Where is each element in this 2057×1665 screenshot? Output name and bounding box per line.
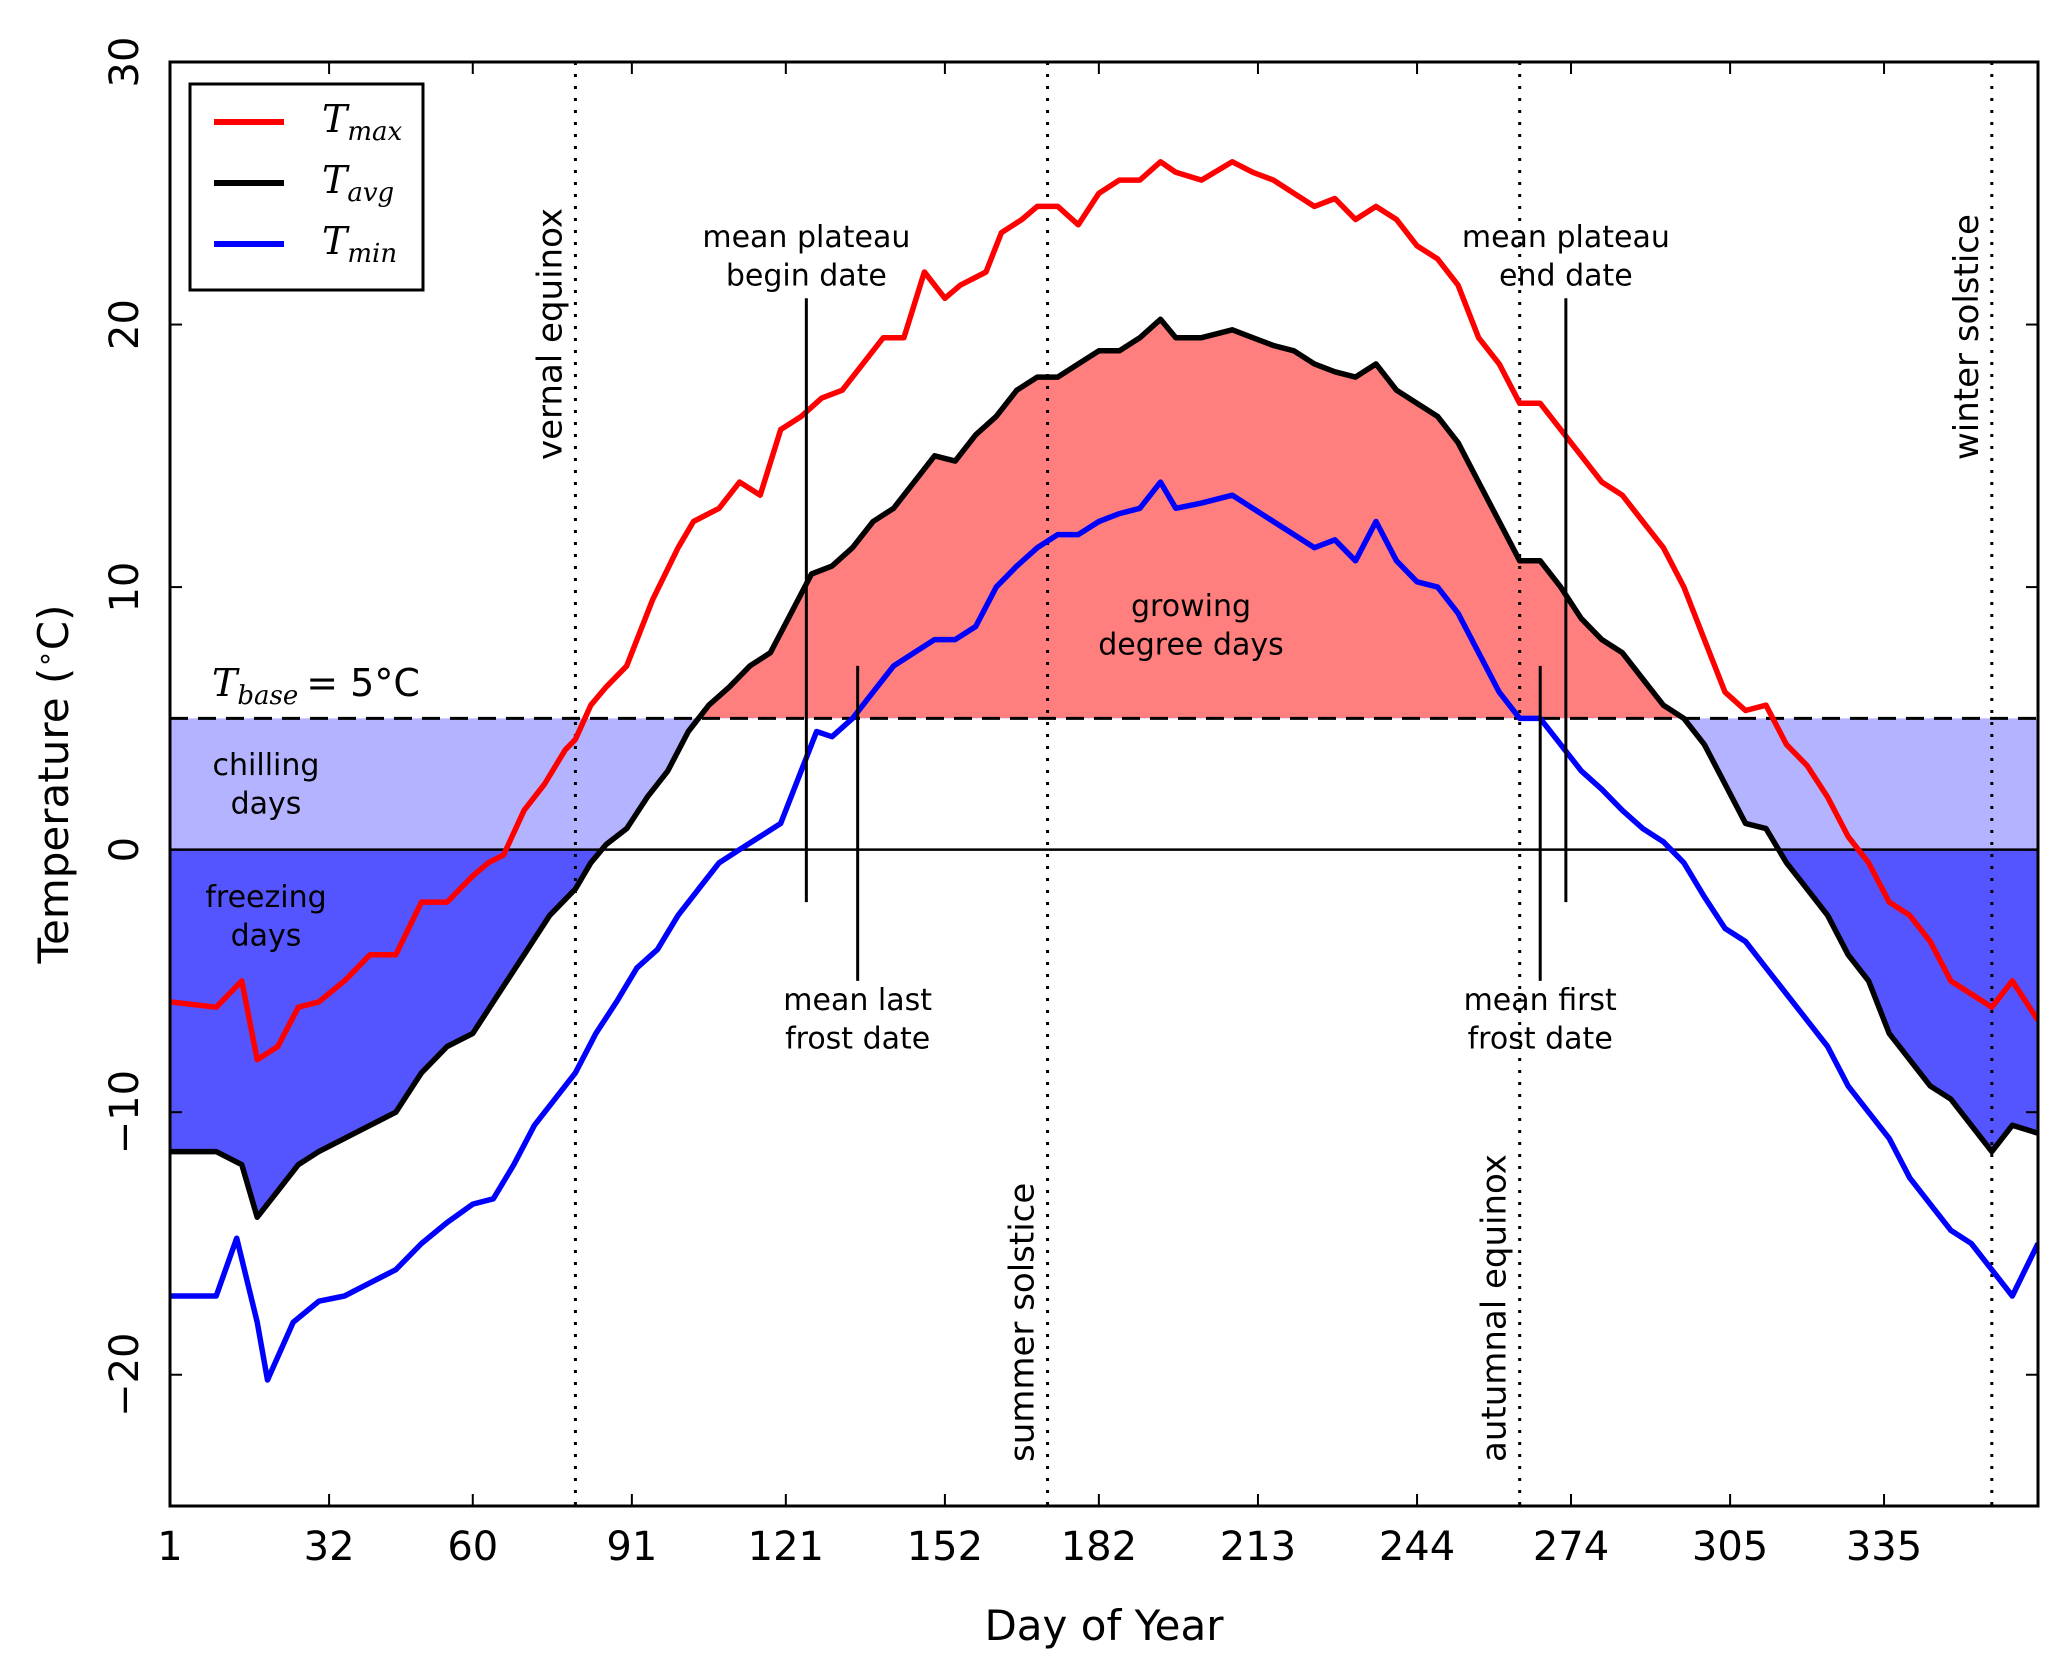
y-tick-label: −20 xyxy=(102,1333,148,1417)
x-tick-label: 274 xyxy=(1533,1524,1609,1570)
x-tick-label: 1 xyxy=(157,1524,182,1570)
x-tick-label: 335 xyxy=(1846,1524,1922,1570)
plateau-begin-label: mean plateau begin date xyxy=(702,220,910,293)
freezing-days-label: freezing days xyxy=(205,880,326,953)
series-line-max xyxy=(170,159,2038,1063)
y-tick-label: 0 xyxy=(102,837,148,862)
base-temperature-label: Tbase = 5°C xyxy=(212,661,420,711)
growing-degree-days-label: growing degree days xyxy=(1098,589,1283,662)
x-tick-label: 91 xyxy=(606,1524,657,1570)
winter-solstice-label: winter solstice xyxy=(1947,214,1987,460)
chilling-days-label: chilling days xyxy=(213,748,320,821)
plateau-end-label: mean plateau end date xyxy=(1462,220,1670,293)
legend-label-max: Tmax xyxy=(322,97,403,147)
x-tick-label: 60 xyxy=(447,1524,498,1570)
y-tick-label: 20 xyxy=(102,299,148,350)
legend-label-avg: Tavg xyxy=(322,158,394,208)
x-tick-label: 213 xyxy=(1220,1524,1296,1570)
summer-solstice-label: summer solstice xyxy=(1003,1183,1043,1462)
x-tick-label: 152 xyxy=(907,1524,983,1570)
legend-box xyxy=(188,82,425,292)
y-tick-label: 30 xyxy=(102,37,148,88)
series-line-avg xyxy=(170,316,2038,1220)
last-frost-label: mean last frost date xyxy=(783,983,932,1056)
x-tick-label: 121 xyxy=(748,1524,824,1570)
freezing-days-area xyxy=(170,849,2038,1218)
plot-frame xyxy=(168,60,2040,1508)
first-frost-label: mean first frost date xyxy=(1464,983,1617,1056)
vernal-equinox-label: vernal equinox xyxy=(530,208,570,460)
x-tick-label: 305 xyxy=(1692,1524,1768,1570)
y-axis-label: Temperature (∘C) xyxy=(28,604,78,964)
legend-label-min: Tmin xyxy=(322,219,397,269)
y-tick-label: 10 xyxy=(102,562,148,613)
x-axis-label: Day of Year xyxy=(984,1601,1224,1650)
x-tick-label: 244 xyxy=(1379,1524,1455,1570)
chilling-days-area xyxy=(170,718,2038,849)
autumnal-equinox-label: autumnal equinox xyxy=(1475,1154,1515,1462)
y-tick-label: −10 xyxy=(102,1070,148,1154)
x-tick-label: 182 xyxy=(1061,1524,1137,1570)
x-tick-label: 32 xyxy=(304,1524,355,1570)
series-line-min xyxy=(170,479,2038,1383)
